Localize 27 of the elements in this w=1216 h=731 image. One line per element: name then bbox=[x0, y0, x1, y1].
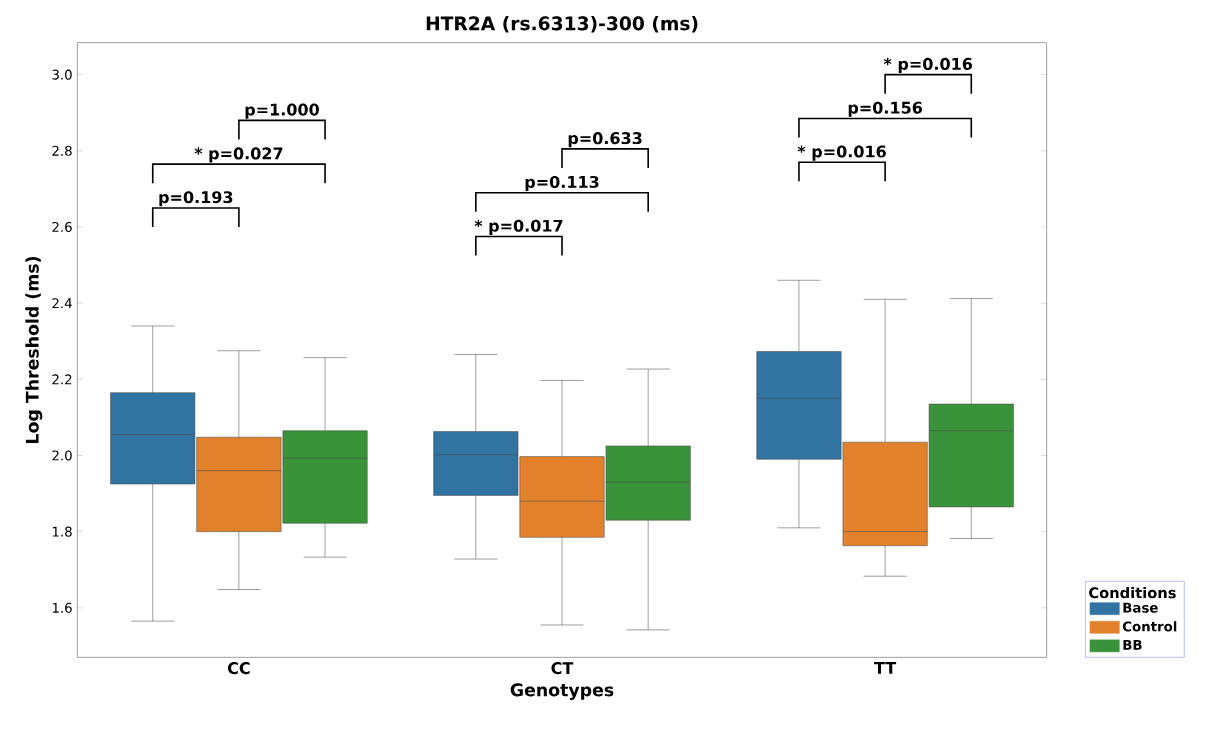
y-tick-label: 2.2 bbox=[52, 374, 72, 385]
annotation: * p=0.027 bbox=[194, 147, 283, 163]
y-axis-title: Log Threshold (ms) bbox=[25, 257, 43, 444]
annotation: p=0.193 bbox=[159, 191, 233, 207]
x-tick-label: TT bbox=[874, 662, 897, 674]
legend-title: Conditions bbox=[1089, 587, 1176, 599]
annotation: p=0.633 bbox=[568, 132, 642, 148]
annotation: p=0.113 bbox=[525, 176, 599, 192]
y-tick-label: 2.4 bbox=[52, 298, 72, 309]
y-tick-label: 2.8 bbox=[52, 145, 72, 157]
y-tick-label: 2.0 bbox=[52, 450, 72, 461]
x-tick-label: CT bbox=[551, 662, 574, 675]
legend-label: Base bbox=[1123, 602, 1158, 613]
x-tick-label: CC bbox=[227, 662, 250, 675]
legend-label: Control bbox=[1122, 621, 1177, 632]
annotation: * p=0.016 bbox=[797, 145, 886, 161]
annotation: p=1.000 bbox=[245, 103, 319, 119]
y-tick-label: 1.6 bbox=[52, 602, 72, 614]
x-axis-title: Genotypes bbox=[510, 683, 614, 701]
y-tick-label: 3.0 bbox=[52, 69, 72, 80]
annotation: p=0.156 bbox=[848, 101, 922, 118]
annotation: * p=0.017 bbox=[474, 219, 563, 236]
annotation: * p=0.016 bbox=[883, 58, 973, 74]
y-tick-label: 2.6 bbox=[52, 222, 72, 233]
chart-title: HTR2A (rs.6313)-300 (ms) bbox=[426, 16, 698, 33]
legend-label: BB bbox=[1123, 640, 1142, 650]
y-tick-label: 1.8 bbox=[52, 526, 72, 537]
